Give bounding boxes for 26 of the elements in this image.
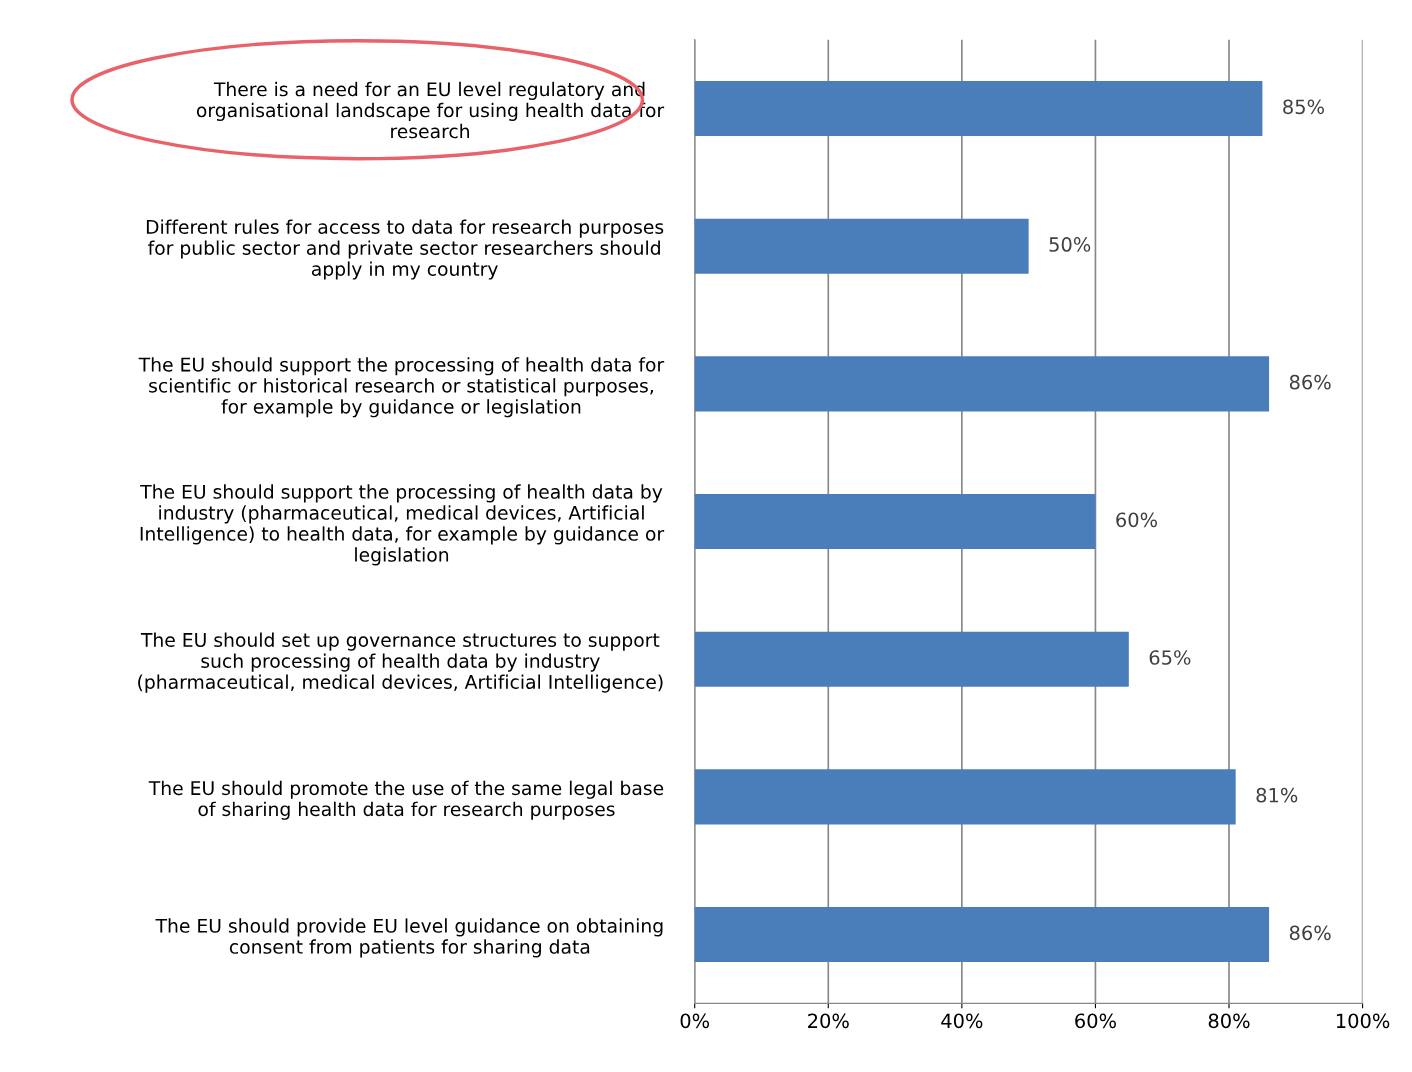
x-tick-label: 20% (808, 1013, 849, 1029)
bar (694, 907, 1270, 963)
y-tick-label: The EU should support the processing of health data for scientific or historical research or statistical purposes, for example by guidance or legislation (138, 357, 665, 418)
bar (694, 80, 1263, 137)
data-label: 50% (1049, 237, 1091, 252)
x-tick-label: 60% (1075, 1013, 1116, 1029)
data-label: 86% (1289, 374, 1331, 390)
y-tick-label: Different rules for access to data for research purposes for public sector and private sector researchers should apply in my country (146, 219, 664, 280)
bar (694, 356, 1270, 412)
bar (694, 631, 1129, 687)
bar (694, 493, 1096, 550)
bar (694, 769, 1236, 825)
y-tick-label: The EU should promote the use of the same legal base of sharing health data for research purposes (148, 780, 664, 820)
x-tick-label: 100% (1336, 1013, 1390, 1029)
x-tick-label: 0% (680, 1013, 710, 1029)
y-tick-label: The EU should provide EU level guidance on obtaining consent from patients for sharing data (155, 918, 663, 958)
data-label: 85% (1283, 99, 1324, 115)
y-tick-label: The EU should set up governance structures to support such processing of health data by industry (pharmaceutical, medical devices, Artificial Intelligence) (138, 632, 663, 693)
x-tick-label: 40% (941, 1013, 983, 1029)
data-label: 81% (1256, 787, 1298, 803)
bar (694, 218, 1029, 274)
y-tick-label: The EU should support the processing of health data by industry (pharmaceutical, medical devices, Artificial Intelligence) to health data, for example by guidance or legislation (140, 484, 665, 566)
data-label: 60% (1116, 512, 1158, 528)
data-label: 86% (1289, 925, 1331, 941)
x-tick-label: 80% (1208, 1013, 1250, 1029)
data-label: 65% (1149, 650, 1191, 665)
